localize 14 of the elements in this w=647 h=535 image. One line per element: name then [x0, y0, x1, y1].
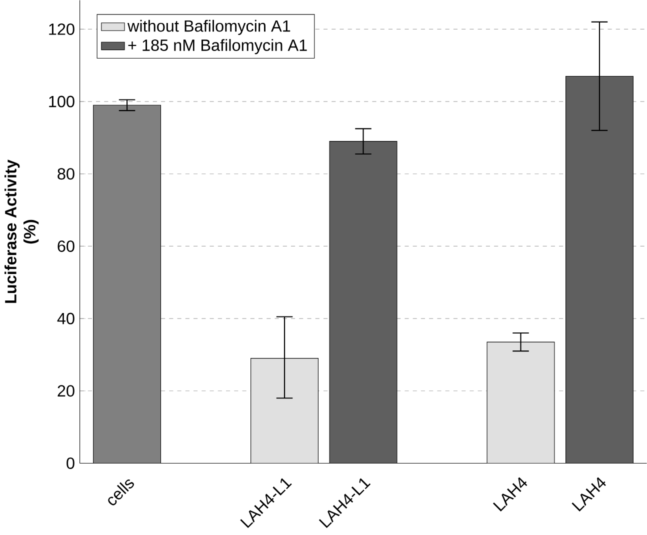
y-tick-label: 40	[57, 312, 74, 324]
y-tick-label: 80	[58, 168, 74, 180]
y-tick-label: 120	[49, 23, 74, 35]
legend-label: + 185 nM Bafilomycin A1	[128, 38, 307, 54]
bar	[566, 76, 634, 464]
y-tick-label: 20	[58, 384, 74, 396]
bar	[330, 141, 397, 464]
y-tick-label: 100	[49, 96, 74, 108]
x-tick-label: cells	[108, 479, 134, 506]
y-tick-label: 0	[66, 457, 74, 469]
y-axis-title: Luciferase Activity (%)	[4, 159, 39, 303]
bar	[93, 104, 162, 464]
legend-label: without Bafilomycin A1	[127, 20, 290, 35]
y-tick-label: 60	[58, 240, 74, 252]
